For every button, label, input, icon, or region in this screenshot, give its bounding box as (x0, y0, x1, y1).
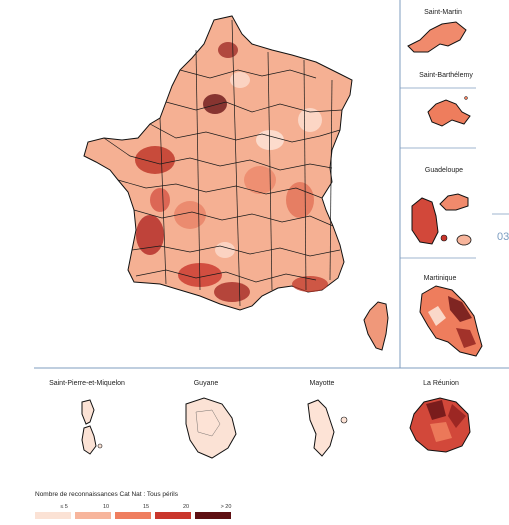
legend-swatch-3 (115, 512, 151, 519)
legend-label-5: > 20 (221, 504, 232, 510)
legend-swatch-1 (35, 512, 71, 519)
legend-swatch-4 (155, 512, 191, 519)
legend: Nombre de reconnaissances Cat Nat : Tous… (35, 491, 231, 519)
legend-swatch-2 (75, 512, 111, 519)
martinique-label: Martinique (424, 275, 457, 282)
saint-pierre-miquelon-panel: Saint-Pierre-et-Miquelon (49, 380, 125, 455)
saint-martin-panel: Saint-Martin (407, 9, 467, 53)
edge-text-fragment: 03 (497, 231, 509, 243)
reunion-label: La Réunion (423, 380, 459, 387)
legend-title: Nombre de reconnaissances Cat Nat : Tous… (35, 491, 179, 498)
saint-barthelemy-panel: Saint-Barthélemy (419, 72, 473, 127)
light-areas (215, 72, 322, 258)
department-boundaries (103, 19, 343, 307)
guyane-label: Guyane (194, 380, 219, 387)
martinique-panel: Martinique (419, 275, 483, 357)
saint-pierre-miquelon-label: Saint-Pierre-et-Miquelon (49, 380, 125, 387)
saint-barthelemy-label: Saint-Barthélemy (419, 72, 473, 79)
legend-label-4: 20 (183, 504, 189, 510)
mayotte-label: Mayotte (310, 380, 335, 387)
legend-label-3: 15 (143, 504, 149, 510)
metropolitan-france (83, 15, 389, 351)
guyane-panel: Guyane (185, 380, 237, 459)
saint-martin-label: Saint-Martin (424, 9, 462, 16)
legend-label-1: ≤ 5 (60, 504, 68, 510)
guadeloupe-label: Guadeloupe (425, 167, 463, 174)
mayotte-panel: Mayotte (307, 380, 348, 457)
legend-label-2: 10 (103, 504, 109, 510)
corsica (363, 301, 389, 351)
legend-swatch-5 (195, 512, 231, 519)
reunion-panel: La Réunion (409, 380, 471, 453)
panel-dividers (34, 0, 509, 369)
guadeloupe-panel: Guadeloupe (411, 167, 472, 246)
